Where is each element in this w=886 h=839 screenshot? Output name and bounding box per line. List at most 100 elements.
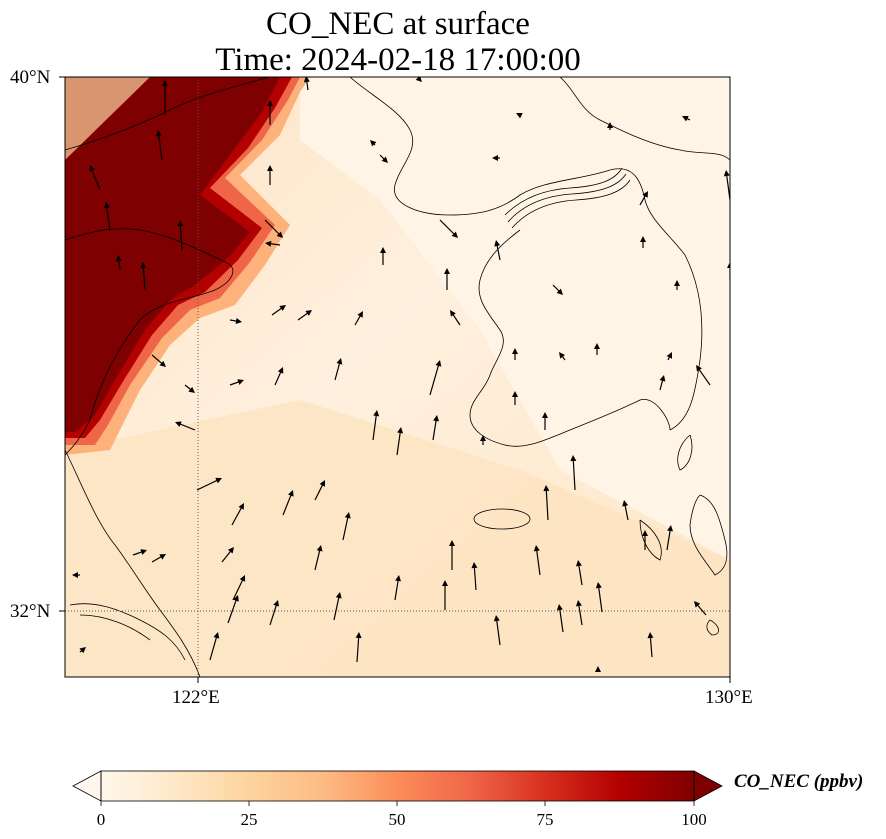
wind-arrow-head: [277, 367, 284, 374]
wind-arrow-head: [287, 490, 294, 497]
wind-arrow-head: [556, 288, 563, 295]
colorbar: [72, 770, 723, 806]
wind-arrow-head: [115, 255, 122, 262]
wind-arrow-head: [543, 485, 550, 492]
wind-arrow-head: [215, 477, 222, 484]
wind-arrow-shaft: [342, 514, 349, 541]
wind-arrow-shaft: [90, 167, 101, 191]
wind-arrow-head: [556, 604, 563, 611]
wind-arrow-head: [188, 386, 195, 393]
wind-arrow-shaft: [577, 602, 583, 626]
wind-arrow-head: [239, 575, 246, 582]
wind-arrow-shaft: [179, 222, 183, 251]
wind-arrow-shaft: [577, 562, 583, 586]
wind-vectors: [72, 77, 730, 672]
wind-arrow-head: [355, 632, 362, 639]
wind-arrow-head: [682, 116, 689, 122]
wind-arrow-shaft: [314, 482, 325, 501]
wind-arrow-shaft: [196, 478, 220, 491]
wind-arrow-head: [213, 632, 220, 639]
wind-arrow-head: [433, 415, 440, 422]
wind-arrow-shaft: [439, 219, 457, 237]
wind-arrow-head: [640, 236, 646, 242]
wind-arrow-head: [642, 191, 648, 198]
wind-arrow-head: [344, 512, 351, 519]
colorbar-tick-0: 0: [96, 810, 106, 829]
wind-arrow-shaft: [314, 547, 321, 571]
wind-arrow-head: [723, 170, 730, 177]
wind-arrow-head: [305, 310, 312, 316]
wind-arrow-shaft: [209, 634, 218, 661]
wind-arrow-head: [659, 375, 666, 382]
colorbar-title: CO_NEC (ppbv): [734, 771, 864, 792]
wind-arrow-head: [162, 80, 168, 86]
wind-arrow-shaft: [157, 132, 163, 161]
wind-arrow-head: [79, 647, 86, 654]
wind-arrow-shaft: [334, 360, 341, 381]
wind-arrow-head: [381, 156, 388, 163]
wind-arrow-head: [542, 412, 548, 418]
colorbar-tick-50: 50: [388, 810, 406, 829]
wind-arrow-shaft: [535, 547, 541, 576]
wind-arrow-head: [316, 545, 323, 552]
wind-arrow-head: [233, 595, 239, 602]
wind-arrow-head: [647, 632, 654, 639]
wind-arrow-head: [235, 318, 242, 324]
lon-label-130: 130°E: [705, 687, 753, 708]
wind-arrow-head: [267, 100, 273, 106]
wind-arrow-head: [237, 379, 244, 385]
wind-arrow-shaft: [232, 577, 245, 601]
wind-arrow-head: [512, 391, 518, 397]
wind-arrow-shaft: [227, 597, 238, 624]
wind-arrow-head: [444, 268, 450, 274]
wind-arrow-head: [666, 352, 672, 359]
wind-arrow-head: [265, 240, 272, 247]
wind-arrow-head: [570, 455, 577, 462]
wind-arrow-head: [696, 365, 702, 372]
wind-arrow-head: [238, 503, 244, 510]
wind-arrow-shaft: [495, 617, 501, 646]
map-title-line1: CO_NEC at surface: [266, 6, 530, 42]
wind-arrow-head: [450, 310, 456, 317]
wind-arrow-head: [575, 560, 582, 567]
wind-arrow-head: [415, 77, 422, 82]
wind-arrow-head: [533, 545, 540, 552]
concentration-field: [65, 77, 730, 677]
wind-arrow-head: [667, 525, 674, 532]
wind-arrow-shaft: [105, 204, 111, 231]
wind-arrow-head: [159, 360, 166, 367]
wind-arrow-shaft: [333, 594, 340, 621]
wind-arrow-head: [559, 352, 565, 359]
wind-arrow-shaft: [177, 422, 196, 431]
wind-arrow-head: [140, 262, 147, 269]
wind-arrow-head: [155, 130, 162, 137]
wind-arrow-shaft: [473, 564, 477, 591]
map-title-line2: Time: 2024-02-18 17:00:00: [215, 42, 581, 78]
lat-label-32: 32°N: [10, 601, 51, 622]
wind-arrow-head: [227, 547, 234, 554]
lat-label-40: 40°N: [10, 67, 51, 88]
wind-arrow-shaft: [725, 172, 730, 201]
wind-arrow-head: [607, 122, 613, 128]
wind-arrow-shaft: [264, 219, 282, 237]
wind-arrow-head: [335, 592, 342, 599]
wind-arrow-head: [336, 358, 343, 365]
wind-arrow-head: [276, 231, 283, 238]
wind-arrow-head: [512, 348, 518, 354]
wind-arrow-head: [694, 601, 701, 608]
wind-arrow-head: [595, 582, 602, 589]
wind-arrow-head: [442, 580, 448, 586]
wind-arrow-head: [594, 343, 600, 349]
wind-arrow-shaft: [282, 492, 293, 516]
wind-arrow-shaft: [432, 417, 438, 441]
wind-arrow-head: [175, 421, 182, 428]
wind-arrow-head: [493, 615, 500, 622]
colorbar-tick-25: 25: [240, 810, 258, 829]
wind-arrow-shaft: [697, 367, 711, 386]
wind-arrow-head: [595, 666, 601, 672]
wind-arrow-shaft: [558, 606, 564, 633]
wind-arrow-head: [480, 435, 486, 441]
gridlines: [65, 77, 730, 677]
coastlines: [65, 77, 730, 677]
